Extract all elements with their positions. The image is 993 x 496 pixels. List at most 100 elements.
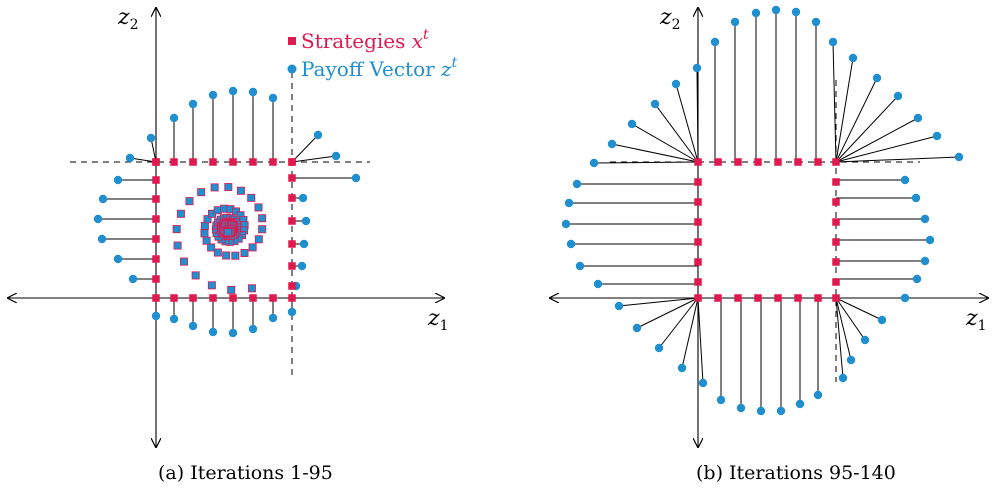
spiral-iterate (248, 194, 255, 201)
payoff-point (114, 255, 122, 263)
spiral-iterate (228, 286, 235, 293)
strategy-point (288, 294, 296, 302)
strategy-point (814, 294, 822, 302)
connector-line (655, 104, 698, 162)
spiral-iterate (174, 242, 181, 249)
strategy-point (754, 294, 762, 302)
payoff-point (901, 176, 909, 184)
payoff-point (314, 131, 322, 139)
spiral-iterate (241, 249, 248, 256)
payoff-point (912, 194, 920, 202)
legend-strategy-marker (288, 37, 296, 45)
spiral-iterate (259, 215, 266, 222)
strategy-point (754, 158, 762, 166)
spiral-iterate (255, 236, 262, 243)
strategy-point (694, 158, 702, 166)
strategy-point (152, 215, 160, 223)
payoff-point (129, 275, 137, 283)
strategy-point (774, 158, 782, 166)
strategy-point (794, 158, 802, 166)
spiral-iterate (177, 210, 184, 217)
spiral-iterate (203, 237, 210, 244)
connector-line (836, 298, 865, 340)
strategy-point (694, 218, 702, 226)
spiral-iterate (249, 244, 256, 251)
connector-line (632, 124, 698, 162)
connector-line (676, 84, 698, 162)
spiral-iterate (198, 189, 205, 196)
strategy-point (170, 294, 178, 302)
strategy-point (288, 174, 296, 182)
panel-b-x-label: z1 (965, 306, 987, 334)
strategy-point (814, 158, 822, 166)
payoff-point (209, 91, 217, 99)
spiral-iterate (192, 272, 199, 279)
payoff-point (300, 240, 308, 248)
strategy-point (269, 294, 277, 302)
payoff-point (594, 280, 602, 288)
strategy-point (229, 294, 237, 302)
spiral-iterate (186, 198, 193, 205)
payoff-point (189, 322, 197, 330)
strategy-point (832, 178, 840, 186)
strategy-point (152, 294, 160, 302)
legend-payoff-label: Payoff Vector zt (301, 55, 458, 81)
strategy-point (832, 278, 840, 286)
strategy-point (694, 198, 702, 206)
payoff-point (737, 404, 745, 412)
payoff-point (332, 152, 340, 160)
payoff-point (894, 92, 902, 100)
strategy-point (170, 158, 178, 166)
strategy-point (694, 258, 702, 266)
payoff-point (861, 336, 869, 344)
spiral-iterate (208, 282, 215, 289)
panel-b-connectors (566, 10, 959, 411)
strategy-point (249, 158, 257, 166)
strategy-point (694, 294, 702, 302)
strategy-point (152, 176, 160, 184)
payoff-point (672, 80, 680, 88)
payoff-point (269, 94, 277, 102)
strategy-point (714, 158, 722, 166)
caption-panel-a: (a) Iterations 1-95 (158, 462, 333, 484)
payoff-point (731, 18, 739, 26)
strategy-point (288, 282, 296, 290)
strategy-point (269, 158, 277, 166)
strategy-point (714, 294, 722, 302)
payoff-point (608, 140, 616, 148)
spiral-iterate (180, 258, 187, 265)
payoff-point (651, 100, 659, 108)
payoff-point (812, 18, 820, 26)
panel-b-dashed-box (610, 80, 920, 382)
strategy-point (774, 294, 782, 302)
payoff-point (921, 215, 929, 223)
strategy-point (189, 158, 197, 166)
payoff-point (229, 87, 237, 95)
payoff-point (914, 114, 922, 122)
strategy-point (734, 158, 742, 166)
payoff-point (839, 374, 847, 382)
connector-line (637, 298, 698, 328)
payoff-point (933, 132, 941, 140)
panel-b-y-label: z2 (659, 5, 681, 33)
spiral-iterate (211, 184, 218, 191)
payoff-point (678, 364, 686, 372)
payoff-point (249, 88, 257, 96)
payoff-point (562, 220, 570, 228)
payoff-point (229, 329, 237, 337)
spiral-iterate (224, 229, 231, 236)
payoff-point (814, 391, 822, 399)
payoff-point (873, 74, 881, 82)
strategy-point (209, 294, 217, 302)
panel-a-y-label: z2 (117, 5, 139, 33)
strategy-point (794, 294, 802, 302)
payoff-point (573, 180, 581, 188)
panel-b-strategy-points (694, 158, 840, 302)
strategy-point (209, 158, 217, 166)
payoff-point (921, 257, 929, 265)
strategy-point (832, 258, 840, 266)
connector-line (594, 162, 698, 163)
payoff-point (752, 9, 760, 17)
spiral-iterate (201, 230, 208, 237)
